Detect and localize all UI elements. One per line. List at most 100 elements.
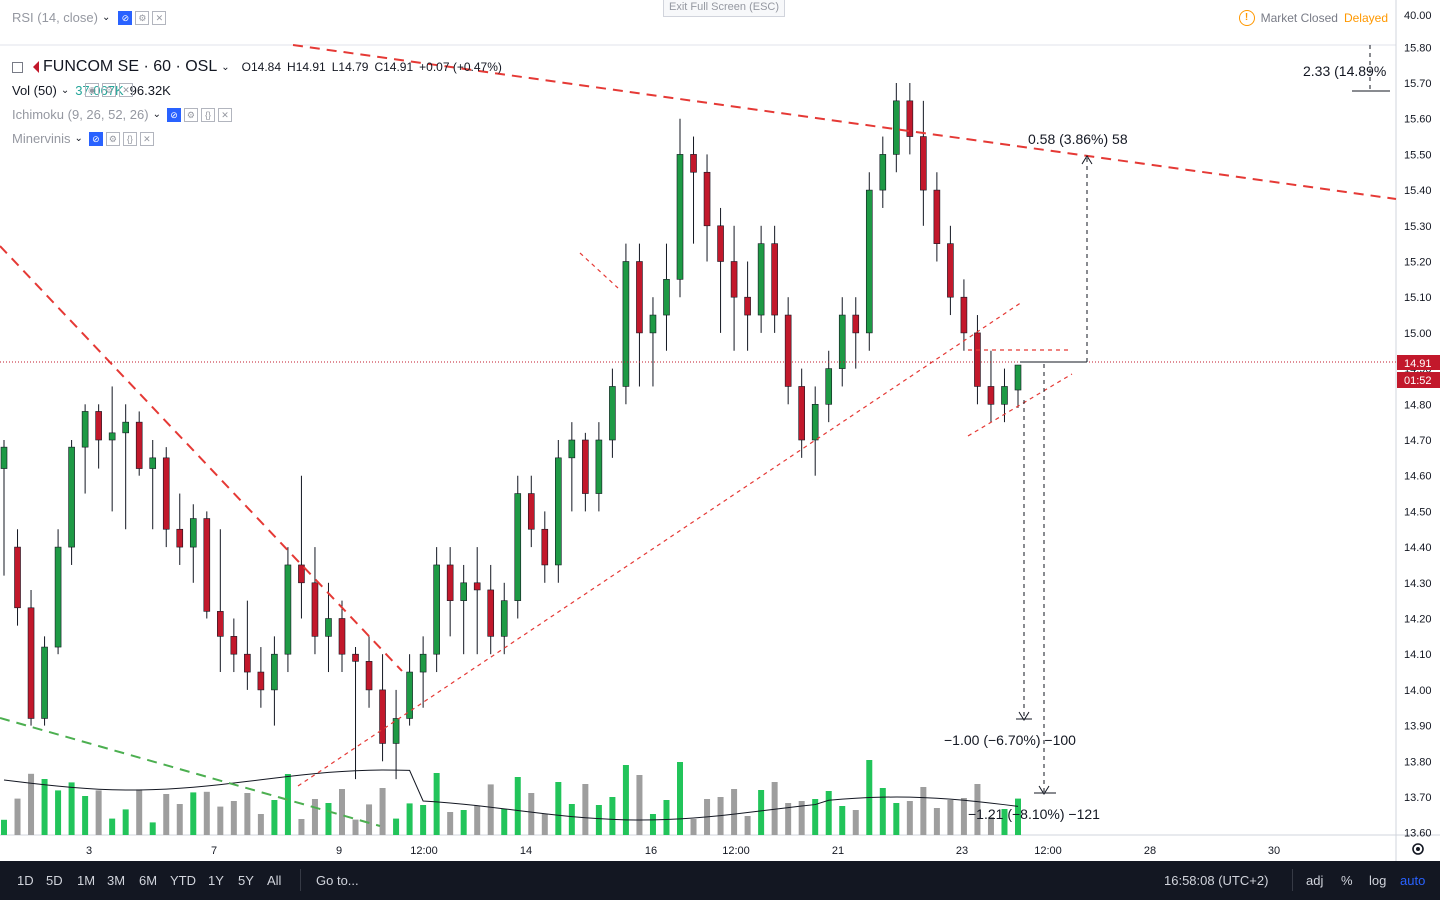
settings-icon[interactable]: ⚙ [105,131,120,146]
time-axis[interactable]: 3 7 9 12:00 14 16 12:00 21 23 12:00 28 30 [86,845,1280,857]
flag-line[interactable] [579,252,619,289]
candle-body [95,411,102,441]
range-all[interactable]: All [267,873,282,888]
high-label: H [287,60,296,74]
log-toggle[interactable]: log [1369,873,1387,888]
chevron-down-icon[interactable]: ⌄ [101,12,111,23]
goto-button[interactable]: Go to... [316,873,359,888]
rsi-legend[interactable]: RSI (14, close) ⌄ ⊘ ⚙ ✕ [12,10,167,25]
auto-toggle[interactable]: auto [1400,873,1426,888]
trend-drawings[interactable] [0,44,1397,827]
chevron-down-icon[interactable]: ⌄ [60,85,70,96]
green-trendline[interactable] [0,717,381,827]
close-icon[interactable]: ✕ [119,83,133,97]
exit-fullscreen-button[interactable]: Exit Full Screen (ESC) [663,0,785,17]
candle-body [663,279,670,316]
range-5d[interactable]: 5D [46,873,63,888]
price-tick-label: 15.40 [1404,185,1432,197]
range-1y[interactable]: 1Y [208,873,224,888]
candle-body [338,618,346,655]
ichimoku-legend[interactable]: Ichimoku (9, 26, 52, 26) ⌄ ⊘ ⚙ {} ✕ [12,107,232,122]
source-code-icon[interactable]: {} [122,131,137,146]
volume-bar [460,810,467,835]
support-trendline[interactable] [297,301,1023,787]
candle-body [933,189,941,244]
price-tick-label: 14.70 [1404,435,1432,447]
visibility-icon[interactable]: ⊘ [118,10,133,25]
candle-body [54,546,62,648]
volume-bar [136,789,143,835]
high-value: 14.91 [295,60,326,74]
candle-body [798,386,805,441]
candle-body [1014,364,1022,391]
volume-bars [1,760,1021,835]
price-tick-label: 13.70 [1404,792,1432,804]
visibility-icon[interactable]: ⊘ [88,131,103,146]
volume-bar [879,788,886,835]
candle-body [582,439,589,494]
settings-icon[interactable]: ⚙ [135,10,150,25]
close-icon[interactable]: ✕ [152,10,167,25]
chevron-down-icon[interactable]: ⌄ [74,133,83,144]
chevron-down-icon[interactable]: ⌄ [221,61,230,73]
close-icon[interactable]: ✕ [139,131,154,146]
range-ytd[interactable]: YTD [170,873,196,888]
settings-gear-icon[interactable] [1412,843,1424,855]
price-axis[interactable]: 15.80 15.70 15.60 15.50 15.40 15.30 15.20 15.10… [1404,42,1432,839]
price-tick-label: 13.60 [1404,828,1432,840]
volume-bar [663,800,670,835]
candle-body [879,154,887,191]
settings-icon[interactable]: ⚙ [102,83,116,97]
candle-body [838,314,846,369]
visibility-icon[interactable]: ◉ [85,83,99,97]
volume-bar [1,819,7,835]
close-label: C [374,60,384,74]
collapse-icon[interactable] [12,61,23,73]
volume-bar [447,812,454,835]
source-code-icon[interactable]: {} [200,107,215,122]
candle-body [203,518,211,612]
candle-body [784,314,792,387]
percent-toggle[interactable]: % [1341,873,1353,888]
candle-body [446,564,454,601]
volume-bar [366,804,373,835]
candle-body [865,189,873,334]
rsi-label: RSI (14, close) [12,10,98,25]
volume-bar [649,814,656,835]
range-6m[interactable]: 6M [139,873,158,888]
close-icon[interactable]: ✕ [217,107,232,122]
volume-value: 37.067K [75,83,124,98]
candle-body [162,457,170,530]
candle-body [500,600,508,637]
volume-bar [677,762,683,835]
volume-legend[interactable]: Vol (50) ⌄ 37.067K 96.32K [12,83,171,98]
visibility-icon[interactable]: ⊘ [166,107,181,122]
candle-body [406,671,413,719]
range-1m[interactable]: 1M [77,873,96,888]
volume-bar [41,779,48,835]
volume-bar [379,788,386,835]
symbol-legend[interactable]: FUNCOM SE · 60 · OSL ⌄ O 14.84 H 14.91 L… [12,58,502,76]
range-3m[interactable]: 3M [107,873,126,888]
volume-bar [68,782,75,835]
chevron-down-icon[interactable]: ⌄ [152,109,161,120]
toolbar-divider [300,869,301,891]
range-5y[interactable]: 5Y [238,873,254,888]
volume-bar [568,804,575,835]
downtrend-line[interactable] [0,245,403,672]
minervinis-legend[interactable]: Minervinis ⌄ ⊘ ⚙ {} ✕ [12,131,154,146]
volume-bar [839,806,846,835]
volume-icons[interactable]: ◉ ⚙ ✕ [82,83,133,97]
volume-bar [960,798,967,835]
settings-icon[interactable]: ⚙ [183,107,198,122]
candle-body [230,636,238,655]
adj-toggle[interactable]: adj [1306,873,1324,888]
range-1d[interactable]: 1D [17,873,34,888]
volume-bar [203,791,210,835]
volume-bar [582,784,589,835]
symbol-title[interactable]: FUNCOM SE · 60 · OSL [43,58,218,75]
time-tick-label: 7 [211,845,217,857]
last-price-tag [1397,355,1440,370]
candle-body [690,154,697,173]
